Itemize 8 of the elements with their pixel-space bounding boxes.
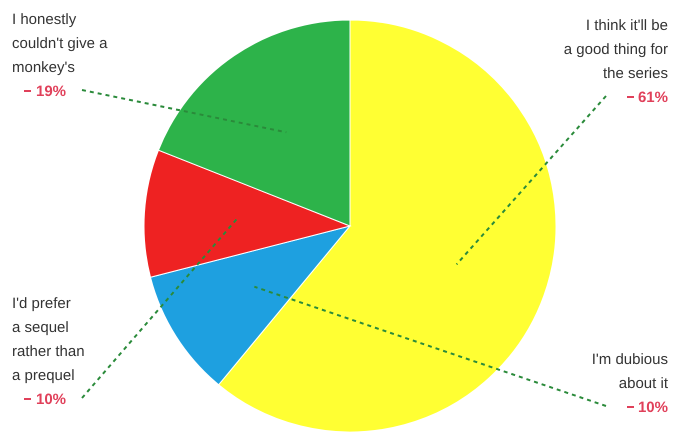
slice-label: I'm dubious about it: [592, 351, 669, 392]
data-label: 10%: [36, 391, 66, 408]
data-label: 10%: [638, 399, 668, 416]
slice-label: I think it'll be a good thing for the series: [564, 17, 668, 82]
slice-label: I'd prefer a sequel rather than a prequel: [12, 295, 85, 384]
data-label: 61%: [638, 89, 668, 106]
data-label: 19%: [36, 83, 66, 100]
slice-label: I honestly couldn't give a monkey's: [12, 11, 108, 76]
